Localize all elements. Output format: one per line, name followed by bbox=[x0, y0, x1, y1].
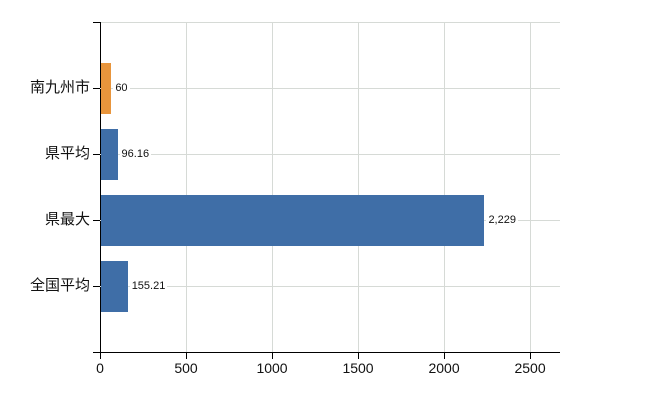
plot-top-border bbox=[100, 22, 560, 23]
h-gridline bbox=[100, 154, 560, 155]
category-label: 県最大 bbox=[44, 211, 90, 228]
v-gridline bbox=[358, 23, 360, 352]
x-axis-tick bbox=[444, 353, 446, 359]
y-axis-line bbox=[100, 22, 101, 352]
bar-value-label: 96.16 bbox=[119, 147, 152, 161]
category-label: 南九州市 bbox=[29, 79, 90, 96]
y-axis-end-tick bbox=[93, 22, 100, 23]
y-axis-tick bbox=[93, 154, 100, 155]
x-tick-label: 1000 bbox=[256, 360, 288, 376]
bar-value-label: 2,229 bbox=[486, 213, 518, 227]
x-tick-label: 500 bbox=[174, 360, 198, 376]
category-label: 全国平均 bbox=[29, 277, 90, 294]
x-axis-tick bbox=[530, 353, 532, 359]
v-gridline bbox=[272, 23, 274, 352]
bar bbox=[101, 62, 112, 114]
y-axis-tick bbox=[93, 220, 100, 221]
x-tick-label: 2000 bbox=[428, 360, 460, 376]
x-tick-label: 2500 bbox=[514, 360, 546, 376]
bar bbox=[101, 260, 128, 312]
bar-value-label: 60 bbox=[113, 81, 130, 95]
v-gridline bbox=[530, 23, 532, 352]
v-gridline bbox=[186, 23, 187, 352]
x-axis-tick bbox=[186, 353, 187, 359]
bar bbox=[101, 194, 485, 246]
h-gridline bbox=[100, 286, 560, 287]
y-axis-tick bbox=[93, 88, 100, 89]
x-tick-label: 1500 bbox=[342, 360, 374, 376]
y-axis-tick bbox=[93, 286, 100, 287]
category-label: 県平均 bbox=[44, 145, 90, 162]
x-axis-tick bbox=[100, 353, 101, 359]
x-axis-line bbox=[93, 352, 560, 353]
x-axis-tick bbox=[272, 353, 274, 359]
bar bbox=[101, 128, 118, 180]
v-gridline bbox=[444, 23, 446, 352]
bar-value-label: 155.21 bbox=[129, 279, 168, 293]
x-tick-label: 0 bbox=[96, 360, 104, 376]
h-gridline bbox=[100, 88, 560, 89]
x-axis-tick bbox=[358, 353, 360, 359]
